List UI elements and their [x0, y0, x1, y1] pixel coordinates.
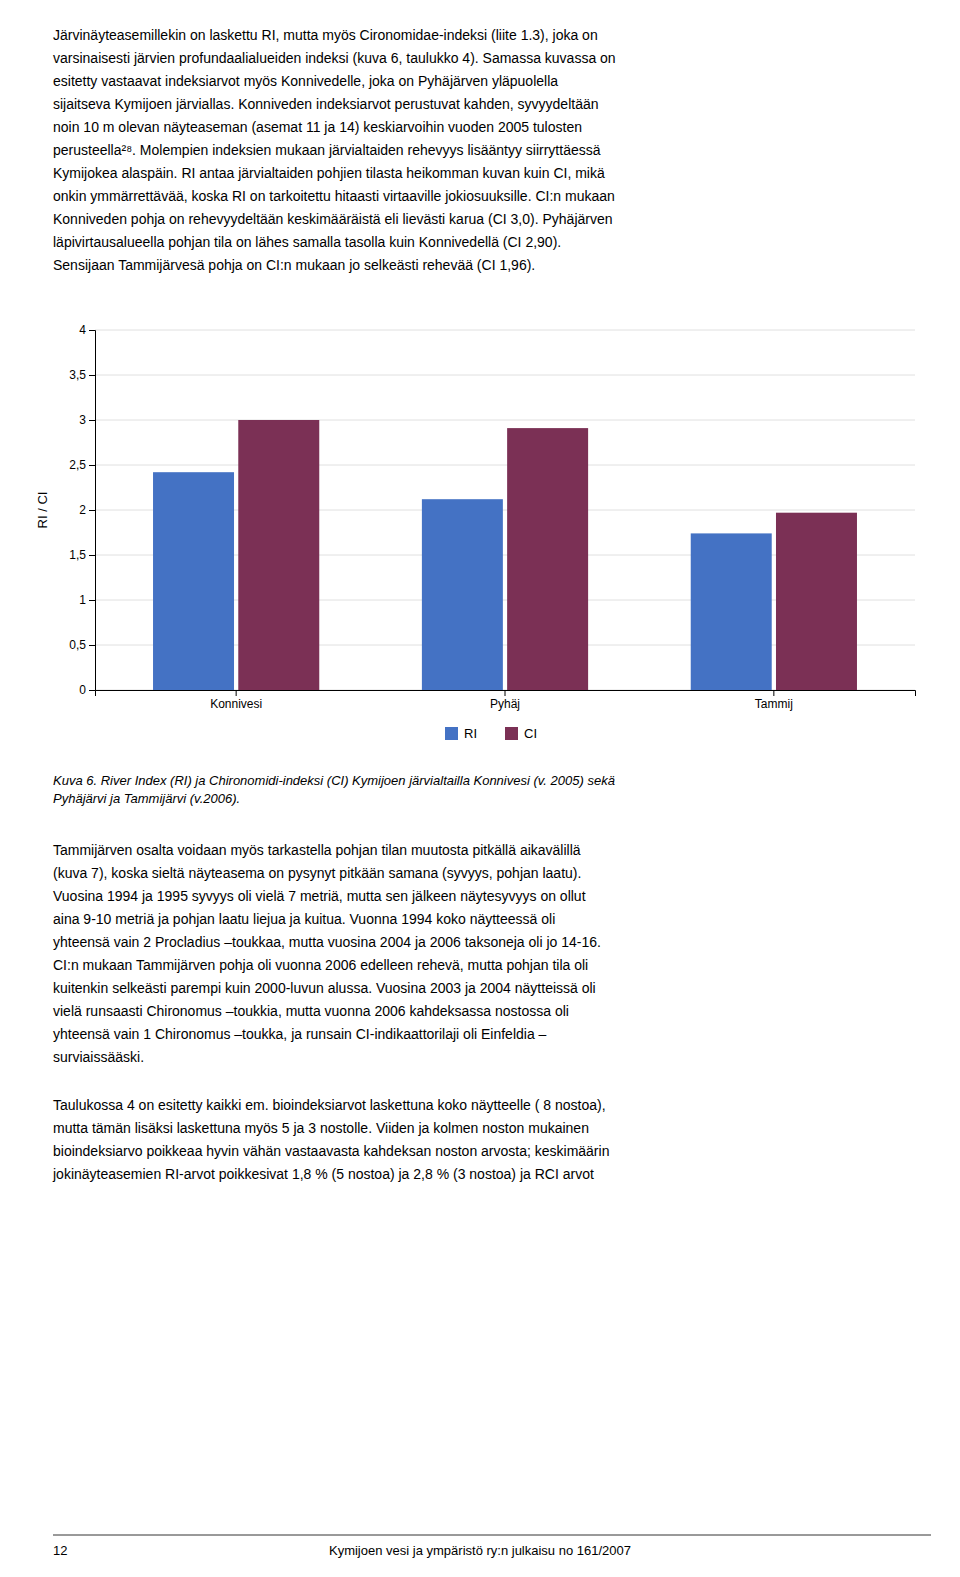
text-line: vielä runsaasti Chironomus –toukkia, mut… — [53, 1003, 569, 1019]
tick-label: 3 — [79, 413, 86, 427]
text-line: kuitenkin selkeästi parempi kuin 2000-lu… — [53, 980, 596, 996]
text-line: onkin ymmärrettävää, koska RI on tarkoit… — [53, 188, 615, 204]
legend-label: CI — [524, 726, 537, 741]
bar — [776, 513, 857, 690]
text-line: varsinaisesti järvien profundaalialueide… — [53, 50, 616, 66]
bar — [422, 499, 503, 690]
tick-label: Konnivesi — [210, 697, 262, 711]
tick: Pyhäj — [490, 690, 520, 711]
bottom-para2: Taulukossa 4 on esitetty kaikki em. bioi… — [52, 1097, 609, 1182]
grid — [95, 330, 915, 690]
tick: 2,5 — [69, 458, 95, 472]
tick-label: 0 — [79, 683, 86, 697]
text-line: Sensijaan Tammijärvesä pohja on CI:n muk… — [53, 257, 535, 273]
bar — [507, 428, 588, 690]
tick-label: 4 — [79, 323, 86, 337]
tick-label: Pyhäj — [490, 697, 520, 711]
text-line: Tammijärven osalta voidaan myös tarkaste… — [53, 842, 581, 858]
text-line: CI:n mukaan Tammijärven pohja oli vuonna… — [53, 957, 588, 973]
text-line: yhteensä vain 1 Chironomus –toukka, ja r… — [53, 1026, 547, 1042]
text-line: sijaitseva Kymijoen järviallas. Konnived… — [53, 96, 599, 112]
tick: Konnivesi — [210, 690, 262, 711]
footer-rule — [53, 1535, 931, 1536]
bar — [153, 472, 234, 690]
text-line: Kymijokea alaspäin. RI antaa järvialtaid… — [53, 165, 605, 181]
text-line: läpivirtausalueella pohjan tila on lähes… — [53, 234, 561, 250]
bar — [238, 420, 319, 690]
text-line: bioindeksiarvo poikkeaa hyvin vähän vast… — [53, 1143, 609, 1159]
bars — [153, 420, 857, 690]
page-number: 12 — [53, 1543, 67, 1558]
tick-label: 1,5 — [69, 548, 86, 562]
grid-line — [95, 465, 915, 466]
text-line: aina 9-10 metriä ja pohjan laatu liejua … — [53, 911, 555, 927]
tick-mark — [89, 330, 95, 331]
tick: Tammij — [755, 690, 793, 711]
tick-label: Tammij — [755, 697, 793, 711]
tick: 0 — [79, 683, 95, 697]
text-line: (kuva 7), koska sieltä näyteasema on pys… — [53, 865, 581, 881]
tick-mark — [773, 690, 774, 696]
caption: Kuva 6. River Index (RI) ja Chironomidi-… — [53, 773, 615, 806]
tick: 1,5 — [69, 548, 95, 562]
bar-series — [238, 420, 857, 690]
text-line: jokinäyteasemien RI-arvot poikkesivat 1,… — [52, 1166, 594, 1182]
x-axis: Konnivesi Pyhäj Tammij — [96, 690, 916, 711]
text-line: Pyhäjärvi ja Tammijärvi (v.2006). — [53, 791, 240, 806]
text-line: Taulukossa 4 on esitetty kaikki em. bioi… — [53, 1097, 606, 1113]
tick: 2 — [79, 503, 95, 517]
tick: 4 — [79, 323, 95, 337]
axis-title: RI / CI — [35, 492, 50, 529]
tick: 1 — [79, 593, 95, 607]
tick: 3,5 — [69, 368, 95, 382]
tick-mark — [89, 555, 95, 556]
axis-line — [89, 331, 96, 691]
tick-mark — [89, 510, 95, 511]
text-line: mutta tämän lisäksi laskettuna myös 5 ja… — [53, 1120, 589, 1136]
text-line: Konniveden pohja on rehevyydeltään keski… — [53, 211, 613, 227]
tick-mark — [89, 465, 95, 466]
grid-line — [95, 420, 915, 421]
tick-mark — [236, 690, 237, 696]
tick-label: 1 — [79, 593, 86, 607]
text-line: surviaissääski. — [53, 1049, 144, 1065]
grid-line — [95, 375, 915, 376]
page-footer-text: Kymijoen vesi ja ympäristö ry:n julkaisu… — [329, 1543, 631, 1558]
legend-item: RI — [445, 726, 477, 741]
legend-swatch — [505, 727, 518, 740]
text-line: Kuva 6. River Index (RI) ja Chironomidi-… — [53, 773, 615, 788]
tick: 3 — [79, 413, 95, 427]
tick-label: 2,5 — [69, 458, 86, 472]
text-line: esitetty vastaavat indeksiarvot myös Kon… — [53, 73, 558, 89]
tick-label: 3,5 — [69, 368, 86, 382]
page: Järvinäyteasemillekin on laskettu RI, mu… — [0, 0, 960, 1577]
tick-mark — [89, 375, 95, 376]
tick-mark — [89, 600, 95, 601]
text-line: Järvinäyteasemillekin on laskettu RI, mu… — [53, 27, 598, 43]
legend-label: RI — [464, 726, 477, 741]
legend-item: CI — [505, 726, 537, 741]
tick-label: 2 — [79, 503, 86, 517]
tick-mark — [89, 420, 95, 421]
tick-label: 0,5 — [69, 638, 86, 652]
text-line: Vuosina 1994 ja 1995 syvyys oli vielä 7 … — [53, 888, 586, 904]
axis-line — [96, 691, 916, 697]
tick-mark — [505, 690, 506, 696]
text-line: yhteensä vain 2 Procladius –toukkaa, mut… — [53, 934, 601, 950]
tick: 0,5 — [69, 638, 95, 652]
top-para: Järvinäyteasemillekin on laskettu RI, mu… — [53, 27, 616, 273]
bottom-para1: Tammijärven osalta voidaan myös tarkaste… — [53, 842, 601, 1065]
bar — [691, 533, 772, 690]
legend-swatch — [445, 727, 458, 740]
legend: RI CI — [445, 726, 537, 741]
tick-mark — [89, 690, 95, 691]
tick-mark — [89, 645, 95, 646]
y-axis: 0 0,5 1 1,5 2 2,5 3 3,5 4 — [69, 323, 95, 697]
chart: 0 0,5 1 1,5 2 2,5 3 3,5 4 Konnivesi Pyhäj Tammij RI … — [35, 323, 916, 741]
text-line: noin 10 m olevan näyteaseman (asemat 11 … — [53, 119, 582, 135]
text-line: perusteella²⁸. Molempien indeksien mukaa… — [53, 142, 601, 158]
grid-line — [95, 330, 915, 331]
